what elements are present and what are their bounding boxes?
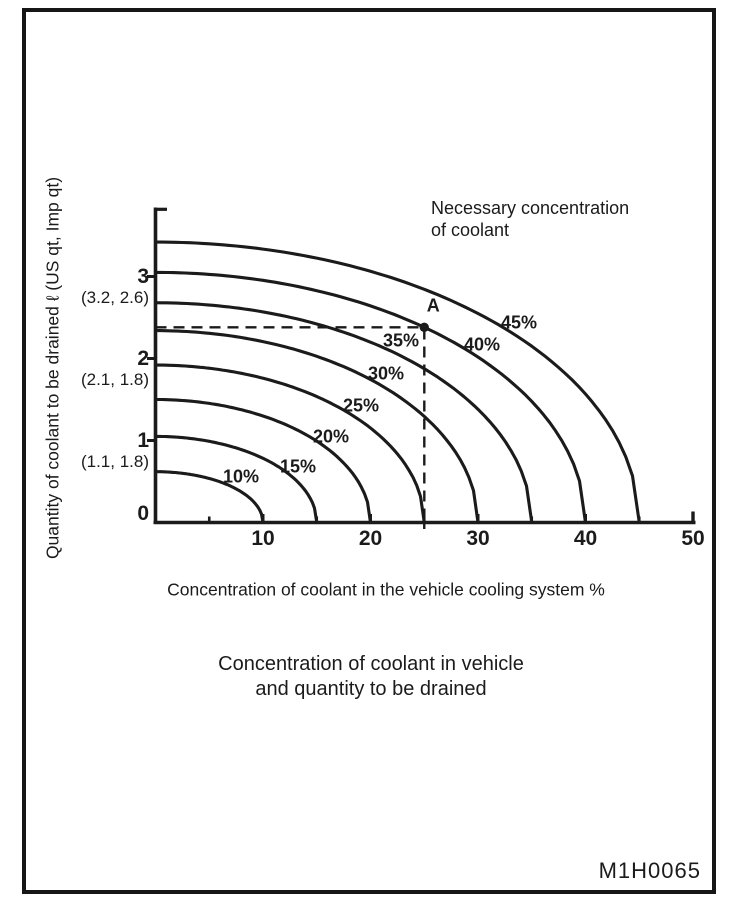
y-tick-label-3: 3 [137, 264, 149, 288]
figure-caption: Concentration of coolant in vehicle and … [218, 652, 524, 702]
curve-30-percent [153, 329, 480, 525]
curve-label-10-percent: 10% [222, 466, 260, 487]
x-tick-label-50: 50 [681, 527, 705, 550]
caption-line-1: Concentration of coolant in vehicle [218, 653, 524, 675]
curve-label-40-percent: 40% [463, 334, 501, 355]
curve-15-percent [153, 434, 319, 525]
curve-label-15-percent: 15% [279, 456, 317, 477]
y-tick-sub-3: (3.2, 2.6) [80, 287, 149, 307]
curve-label-45-percent: 45% [500, 312, 538, 333]
curve-label-30-percent: 30% [367, 363, 405, 384]
x-tick-label-10: 10 [251, 527, 275, 550]
curve-20-percent [153, 397, 373, 525]
x-axis-title: Concentration of coolant in the vehicle … [167, 579, 605, 600]
figure-border [22, 8, 716, 894]
y-tick-sub-2: (2.1, 1.8) [80, 369, 149, 389]
curve-35-percent [153, 301, 534, 525]
point-a-dot [419, 322, 429, 332]
point-a-label: A [426, 295, 440, 316]
caption-line-2: and quantity to be drained [255, 678, 487, 700]
curve-10-percent [153, 470, 265, 525]
x-tick-label-30: 30 [466, 527, 490, 550]
y-tick-label-1: 1 [137, 428, 149, 452]
x-tick-label-40: 40 [573, 527, 598, 550]
dashed-guide-lines [155, 326, 426, 521]
curve-40-percent [153, 270, 588, 525]
curve-label-20-percent: 20% [312, 426, 350, 447]
y-tick-label-2: 2 [137, 346, 149, 370]
x-tick-label-20: 20 [358, 527, 383, 550]
curve-label-35-percent: 35% [382, 330, 420, 351]
curve-25-percent [153, 363, 426, 525]
curve-label-25-percent: 25% [342, 395, 380, 416]
annotation-necessary-concentration: Necessary concentration of coolant [431, 198, 630, 240]
y-tick-sub-1: (1.1, 1.8) [80, 451, 149, 471]
curve-45-percent [153, 240, 641, 525]
y-tick-label-0: 0 [137, 502, 149, 525]
figure-code: M1H0065 [598, 858, 701, 883]
